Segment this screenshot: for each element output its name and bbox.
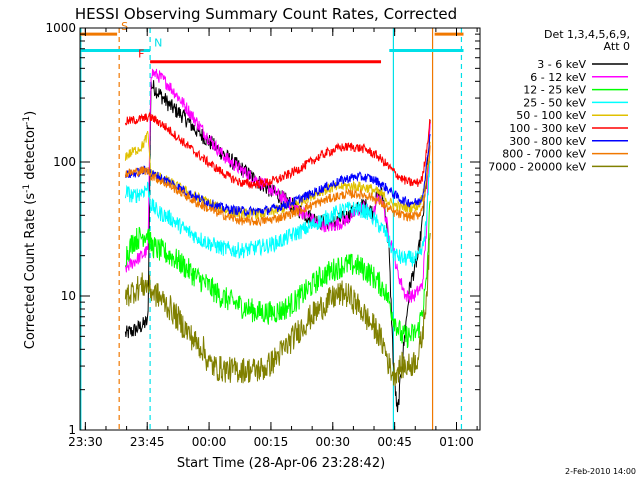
- x-tick-label-5: 00:45: [377, 435, 412, 449]
- plot-area: S NF: [80, 20, 464, 430]
- legend-label-4: 50 - 100 keV: [516, 109, 586, 122]
- legend-label-6: 300 - 800 keV: [509, 135, 586, 148]
- x-tick-label-1: 23:45: [130, 435, 165, 449]
- x-tick-label-2: 00:00: [192, 435, 227, 449]
- y-tick-label-3: 1000: [45, 21, 76, 35]
- y-tick-label-1: 10: [61, 289, 76, 303]
- series-line-2: [124, 200, 431, 349]
- legend-label-5: 100 - 300 keV: [509, 122, 586, 135]
- series-line-7: [124, 145, 431, 227]
- legend-header-line-2: Att 0: [604, 40, 630, 53]
- plot-frame: [79, 27, 481, 431]
- x-tick-label-0: 23:30: [68, 435, 103, 449]
- axes: 23:30 23:45 00:00 00:15 00:30 00:45 01:00 1 10 10…: [45, 21, 480, 449]
- x-axis-label: Start Time (28-Apr-06 23:28:42): [177, 456, 385, 471]
- series-line-5: [124, 111, 431, 190]
- legend-label-1: 6 - 12 keV: [530, 71, 586, 84]
- flag-label-s: S: [121, 20, 128, 33]
- y-label-part-1: Corrected Count Rate (s: [23, 193, 38, 350]
- flag-label-n: N: [154, 36, 162, 49]
- legend-label-7: 800 - 7000 keV: [502, 148, 586, 161]
- y-label-sup-1: -1: [22, 184, 32, 193]
- y-label-part-3: ): [23, 111, 38, 116]
- x-tick-label-3: 00:15: [254, 435, 289, 449]
- y-axis-label: Corrected Count Rate (s-1 detector-1): [22, 111, 38, 349]
- y-label-sup-2: -1: [22, 116, 32, 125]
- series-line-8: [124, 232, 431, 387]
- legend-label-3: 25 - 50 keV: [523, 96, 586, 109]
- legend-label-2: 12 - 25 keV: [523, 84, 586, 97]
- legend-label-0: 3 - 6 keV: [537, 58, 586, 71]
- chart-title: HESSI Observing Summary Count Rates, Cor…: [75, 5, 457, 23]
- series-line-3: [124, 160, 431, 267]
- y-tick-label-2: 100: [53, 155, 76, 169]
- legend-label-8: 7000 - 20000 keV: [488, 160, 586, 173]
- generation-date: 2-Feb-2010 14:00: [565, 467, 636, 476]
- y-label-part-2: detector: [23, 124, 38, 184]
- flag-label-f: F: [138, 48, 144, 61]
- legend-header-line-1: Det 1,3,4,5,6,9,: [544, 28, 630, 41]
- y-tick-label-0: 1: [68, 423, 76, 437]
- x-tick-label-6: 01:00: [439, 435, 474, 449]
- series-line-4: [124, 130, 431, 220]
- x-tick-label-4: 00:30: [315, 435, 350, 449]
